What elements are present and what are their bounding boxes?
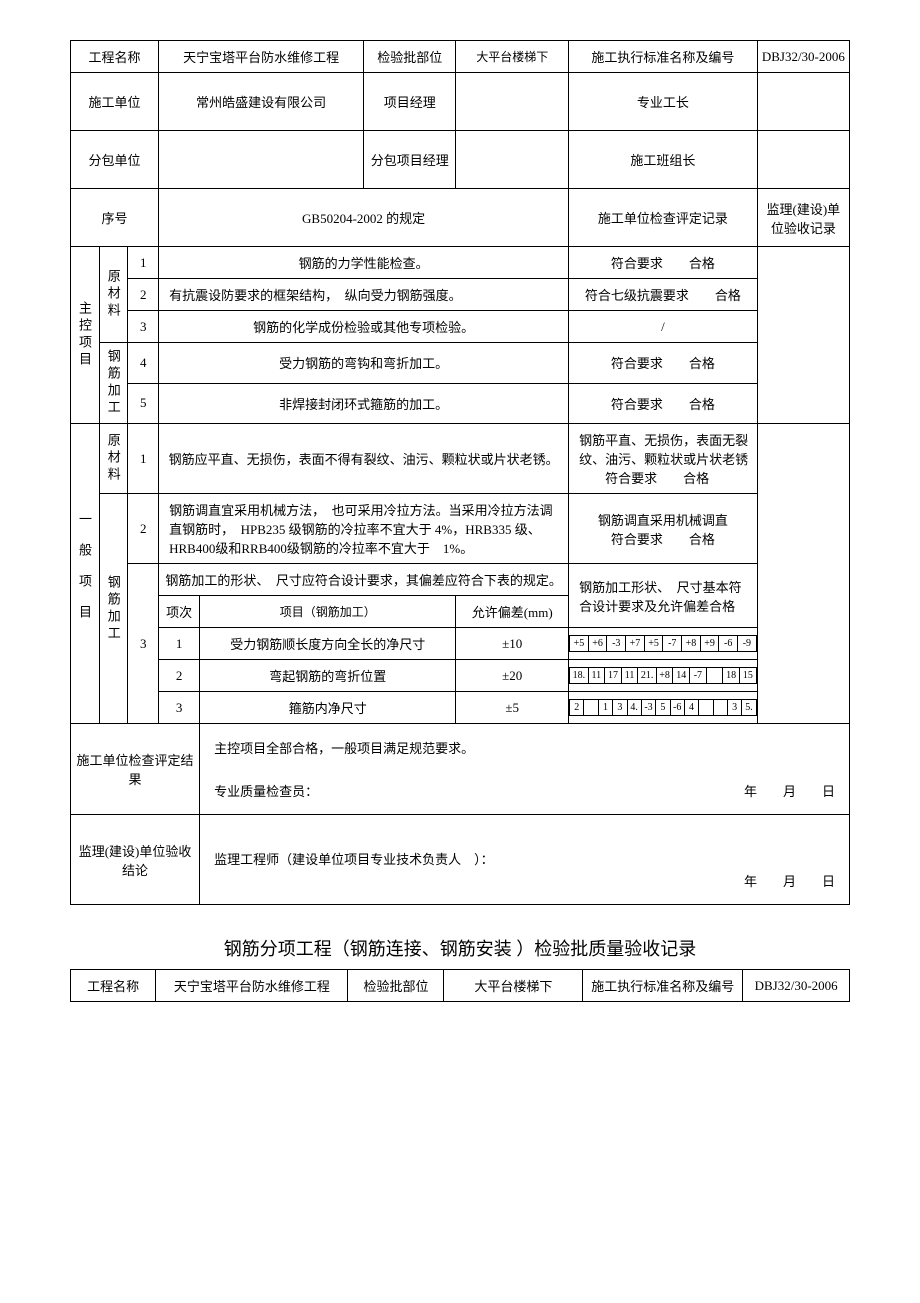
label-standard: 施工执行标准名称及编号 [569,41,758,73]
footer-check-label: 施工单位检查评定结果 [71,724,200,815]
sub-r1-measures: +5+6-3+7+5-7+8+9-6-9 [569,628,758,660]
main-5-spec: 非焊接封闭环式箍筋的加工。 [159,383,569,424]
footer-check-text2: 专业质量检查员： [214,781,835,800]
label-project-name: 工程名称 [71,41,159,73]
sub-r2-n: 2 [159,660,200,692]
group-general: 一般项目 [75,512,94,636]
sub-c2: 项目（钢筋加工） [200,596,456,628]
main-super-blank [757,247,849,424]
gen-1-res: 钢筋平直、无损伤，表面无裂纹、油污、颗粒状或片状老锈 符合要求 合格 [569,424,758,494]
sub-r3-n: 3 [159,692,200,724]
value-batch: 大平台楼梯下 [456,41,569,73]
gen-2-n: 2 [128,494,159,564]
gen-3-reshead: 钢筋加工形状、 尺寸基本符合设计要求及允许偏差合格 [569,564,758,628]
gen-2-spec: 钢筋调直宜采用机械方法， 也可采用冷拉方法。当采用冷拉方法调直钢筋时， HPB2… [159,494,569,564]
t2-batch-label: 检验批部位 [348,970,444,1002]
label-sub-pm: 分包项目经理 [364,131,456,189]
footer-check-body: 主控项目全部合格，一般项目满足规范要求。 专业质量检查员： 年 月 日 [200,724,850,815]
gen-3-n: 3 [128,564,159,724]
label-foreman: 专业工长 [569,73,758,131]
sub-c3: 允许偏差(mm) [456,596,569,628]
col-super: 监理(建设)单位验收记录 [757,189,849,247]
label-contractor: 施工单位 [71,73,159,131]
main-2-n: 2 [128,279,159,311]
group-rawmat-1: 原材料 [104,269,123,320]
col-check: 施工单位检查评定记录 [569,189,758,247]
value-sub-pm [456,131,569,189]
value-standard: DBJ32/30-2006 [757,41,849,73]
label-teamlead: 施工班组长 [569,131,758,189]
sub-r1-tol: ±10 [456,628,569,660]
value-pm [456,73,569,131]
value-teamlead [757,131,849,189]
value-foreman [757,73,849,131]
gen-1-spec: 钢筋应平直、无损伤，表面不得有裂纹、油污、颗粒状或片状老锈。 [159,424,569,494]
main-4-spec: 受力钢筋的弯钩和弯折加工。 [159,343,569,384]
main-3-res: / [569,311,758,343]
footer-super-date: 年 月 日 [744,871,835,890]
t2-std: DBJ32/30-2006 [743,970,850,1002]
main-1-n: 1 [128,247,159,279]
main-5-res: 符合要求 合格 [569,383,758,424]
inspection-table-2-header: 工程名称 天宁宝塔平台防水维修工程 检验批部位 大平台楼梯下 施工执行标准名称及… [70,969,850,1002]
footer-super-body: 监理工程师（建设单位项目专业技术负责人 ）： 年 月 日 [200,815,850,905]
main-2-res: 符合七级抗震要求 合格 [569,279,758,311]
footer-super-text: 监理工程师（建设单位项目专业技术负责人 ）： [214,849,835,868]
gen-1-n: 1 [128,424,159,494]
main-1-res: 符合要求 合格 [569,247,758,279]
main-1-spec: 钢筋的力学性能检查。 [159,247,569,279]
label-batch: 检验批部位 [364,41,456,73]
t2-std-label: 施工执行标准名称及编号 [583,970,743,1002]
gen-super-blank [757,424,849,724]
sub-r3-tol: ±5 [456,692,569,724]
group-rawmat-2: 原材料 [104,433,123,484]
sub-r1-name: 受力钢筋顺长度方向全长的净尺寸 [200,628,456,660]
footer-check-date: 年 月 日 [744,781,835,800]
main-4-n: 4 [128,343,159,384]
sub-r1-n: 1 [159,628,200,660]
sub-r2-tol: ±20 [456,660,569,692]
main-5-n: 5 [128,383,159,424]
value-sub [159,131,364,189]
group-rebarproc-1: 钢筋加工 [104,349,123,417]
group-rebarproc-2: 钢筋加工 [104,575,123,643]
main-2-spec: 有抗震设防要求的框架结构， 纵向受力钢筋强度。 [159,279,569,311]
label-pm: 项目经理 [364,73,456,131]
footer-super-label: 监理(建设)单位验收结论 [71,815,200,905]
sub-r2-measures: 18.11171121.+814-71815 [569,660,758,692]
main-3-n: 3 [128,311,159,343]
value-project-name: 天宁宝塔平台防水维修工程 [159,41,364,73]
inspection-table-1: 工程名称 天宁宝塔平台防水维修工程 检验批部位 大平台楼梯下 施工执行标准名称及… [70,40,850,905]
t2-batch: 大平台楼梯下 [444,970,583,1002]
gen-2-res: 钢筋调直采用机械调直 符合要求 合格 [569,494,758,564]
col-spec: GB50204-2002 的规定 [159,189,569,247]
sub-c1: 项次 [159,596,200,628]
gen-3-spechead: 钢筋加工的形状、 尺寸应符合设计要求，其偏差应符合下表的规定。 [159,564,569,596]
main-4-res: 符合要求 合格 [569,343,758,384]
label-sub: 分包单位 [71,131,159,189]
group-main: 主控项目 [75,301,94,369]
value-contractor: 常州皓盛建设有限公司 [159,73,364,131]
sub-r2-name: 弯起钢筋的弯折位置 [200,660,456,692]
col-seq: 序号 [71,189,159,247]
sub-r3-name: 箍筋内净尺寸 [200,692,456,724]
t2-projname-label: 工程名称 [71,970,156,1002]
footer-check-text1: 主控项目全部合格，一般项目满足规范要求。 [214,738,835,757]
t2-projname: 天宁宝塔平台防水维修工程 [156,970,348,1002]
sub-r3-measures: 2134.-35-6435. [569,692,758,724]
section-title-2: 钢筋分项工程（钢筋连接、钢筋安装 ）检验批质量验收记录 [70,935,850,961]
main-3-spec: 钢筋的化学成份检验或其他专项检验。 [159,311,569,343]
